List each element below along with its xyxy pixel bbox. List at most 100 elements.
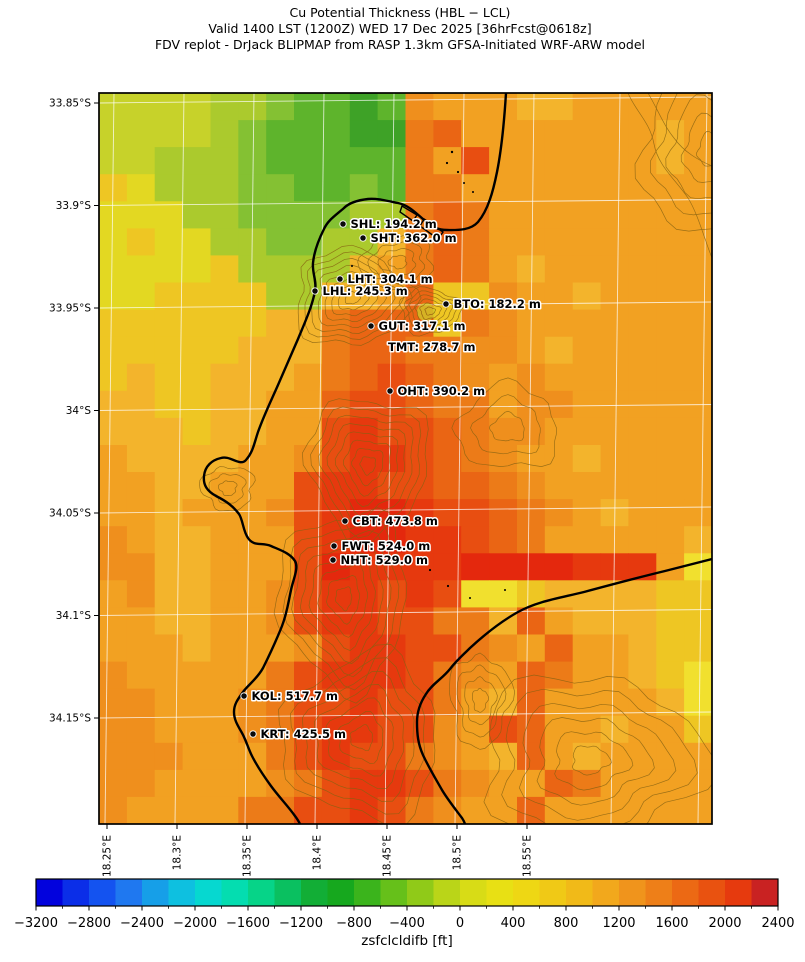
heatmap-cell — [182, 336, 211, 365]
heatmap-cell — [238, 715, 267, 744]
station-label: CBT: 473.8 m — [353, 514, 438, 528]
heatmap-cell — [238, 607, 267, 635]
heatmap-cell — [684, 445, 712, 473]
heatmap-cell — [572, 147, 602, 175]
heatmap-cell — [656, 255, 685, 283]
heatmap-cell — [154, 634, 184, 663]
colorbar-segment — [645, 879, 673, 906]
heatmap-cell — [405, 93, 434, 121]
heatmap-cell — [433, 228, 462, 256]
heatmap-cell — [517, 715, 546, 744]
heatmap-cell — [600, 445, 629, 473]
heatmap-cell — [544, 634, 574, 663]
heatmap-cell — [182, 688, 211, 717]
station-GUT: GUT: 317.1 m — [367, 318, 467, 335]
terrain-contour — [419, 302, 442, 320]
heatmap-cell — [126, 336, 156, 365]
heatmap-cell — [99, 255, 128, 283]
heatmap-cell — [182, 661, 211, 690]
colorbar-segment — [354, 879, 381, 906]
heatmap-cell — [405, 715, 434, 744]
heatmap-cell — [517, 120, 546, 148]
harbor-jetty — [419, 217, 444, 240]
heatmap-cell — [433, 742, 462, 771]
heatmap-cell — [182, 282, 211, 311]
colorbar-segment — [168, 879, 196, 906]
heatmap-cell — [572, 417, 602, 446]
heatmap-cell — [572, 255, 602, 283]
station-dot — [330, 542, 338, 550]
heatmap-cell — [99, 769, 128, 798]
heatmap-cell — [294, 417, 323, 446]
heatmap-cell — [377, 147, 406, 175]
colorbar-tick-label: −800 — [336, 916, 372, 931]
heatmap-cell — [405, 661, 434, 690]
heatmap-cell — [377, 769, 406, 798]
terrain-contour — [343, 439, 391, 497]
heatmap-cell — [126, 742, 156, 771]
colorbar-tick-label: 1600 — [655, 916, 688, 931]
heatmap-cell — [517, 553, 546, 581]
coastline-layer — [202, 93, 712, 824]
coastline-false-bay — [202, 93, 508, 824]
heatmap-cell — [461, 309, 490, 338]
heatmap-cell — [154, 445, 184, 473]
heatmap-cell — [294, 390, 323, 419]
heatmap-cell — [489, 526, 518, 554]
heatmap-cell — [628, 147, 657, 175]
lon-tick-label: 18.25°E — [102, 835, 114, 877]
heatmap-cell — [572, 309, 602, 338]
heatmap-cell — [349, 147, 379, 175]
heatmap-cell — [544, 796, 574, 824]
heatmap-cell — [321, 336, 351, 365]
heatmap-cell — [377, 634, 406, 663]
heatmap-cell — [182, 553, 211, 581]
heatmap-cell — [154, 93, 184, 121]
heatmap-cell — [572, 715, 602, 744]
heatmap-cell — [489, 445, 518, 473]
heatmap-cell — [238, 93, 267, 121]
heatmap-cell — [405, 580, 434, 608]
heatmap-cell — [377, 336, 406, 365]
colorbar-segment — [751, 879, 779, 906]
heatmap-cell — [489, 769, 518, 798]
heatmap-cell — [349, 742, 379, 771]
heatmap-cell — [600, 634, 629, 663]
terrain-contour — [331, 277, 379, 317]
heatmap-cell — [126, 390, 156, 419]
heatmap-cell — [266, 661, 295, 690]
plot-title-line3: FDV replot - DrJack BLIPMAP from RASP 1.… — [154, 36, 646, 52]
heatmap-cell — [154, 309, 184, 338]
heatmap-cell — [572, 661, 602, 690]
colorbar-tick-label: 1200 — [602, 916, 635, 931]
heatmap-cell — [600, 688, 629, 717]
heatmap-cell — [656, 228, 685, 256]
heatmap-cell — [517, 526, 546, 554]
heatmap-cell — [266, 255, 295, 283]
heatmap-cell — [572, 336, 602, 365]
heatmap-cell — [210, 634, 239, 663]
station-dot — [341, 517, 349, 525]
heatmap-cell — [294, 174, 323, 202]
heatmap-cell — [405, 499, 434, 527]
heatmap-cell — [182, 607, 211, 635]
lat-tick-label: 33.95°S — [49, 303, 91, 315]
heatmap-cell — [684, 201, 712, 229]
heatmap-cell — [517, 147, 546, 175]
heatmap-cell — [321, 796, 351, 824]
heatmap-cell — [544, 120, 574, 148]
terrain-contour — [464, 676, 498, 726]
colorbar-tick-label: −3200 — [14, 916, 58, 931]
heatmap-cell — [294, 93, 323, 121]
heatmap-cell — [544, 336, 574, 365]
terrain-contour — [317, 563, 368, 638]
terrain-contour — [334, 586, 353, 612]
heatmap-cell — [349, 174, 379, 202]
heatmap-cell — [126, 472, 156, 500]
heatmap-cell — [405, 120, 434, 148]
heatmap-cell — [238, 363, 267, 392]
heatmap-cell — [294, 147, 323, 175]
colorbar-segment — [407, 879, 434, 906]
heatmap-cell — [656, 499, 685, 527]
heatmap-cell — [405, 390, 434, 419]
